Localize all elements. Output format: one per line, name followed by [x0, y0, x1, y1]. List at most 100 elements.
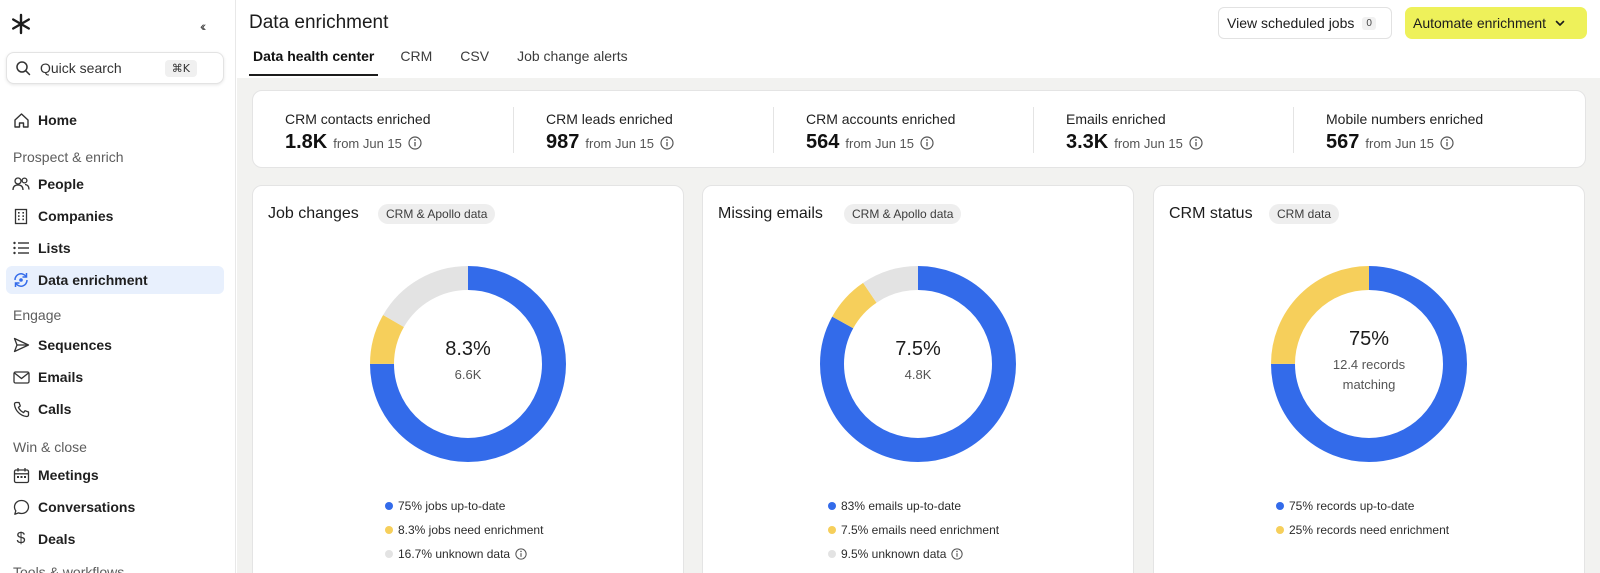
missing-emails-card: Missing emails CRM & Apollo data 7.5% 4.…	[702, 185, 1134, 573]
quick-search[interactable]: Quick search ⌘K	[6, 52, 224, 84]
sidebar-item-label: Conversations	[38, 499, 136, 515]
stat-title: CRM leads enriched	[546, 111, 673, 127]
sidebar-item-label: Calls	[38, 401, 72, 417]
legend-label: 25% records need enrichment	[1289, 523, 1450, 537]
stat-emails: Emails enriched 3.3K from Jun 15	[1033, 107, 1293, 153]
section-label-prospect: Prospect & enrich	[13, 149, 124, 165]
stat-from: from Jun 15	[1365, 136, 1435, 151]
send-icon	[13, 337, 29, 353]
apollo-logo-icon[interactable]	[10, 13, 32, 35]
sidebar-item-label: Companies	[38, 208, 114, 224]
tab-job-change-alerts[interactable]: Job change alerts	[517, 48, 628, 64]
legend-dot	[385, 526, 393, 534]
stats-bar: CRM contacts enriched 1.8K from Jun 15 C…	[252, 90, 1586, 168]
view-scheduled-jobs-label: View scheduled jobs	[1227, 15, 1355, 31]
sidebar-item-home[interactable]: Home	[6, 106, 224, 134]
stat-title: CRM accounts enriched	[806, 111, 956, 127]
legend-label: 9.5% unknown data	[841, 547, 947, 561]
tab-crm[interactable]: CRM	[400, 48, 433, 64]
donut-center-percent: 8.3%	[445, 338, 491, 360]
donut-center-percent: 75%	[1348, 328, 1390, 350]
sidebar-item-conversations[interactable]: Conversations	[6, 493, 224, 521]
sidebar-item-companies[interactable]: Companies	[6, 202, 224, 230]
legend-item-need-enrichment: 8.3% jobs need enrichment	[385, 518, 543, 542]
legend-dot	[1276, 502, 1284, 510]
legend-item-up-to-date: 75% records up-to-date	[1276, 494, 1449, 518]
sidebar-item-label: Sequences	[38, 337, 112, 353]
legend-dot	[828, 502, 836, 510]
stat-value: 3.3K	[1066, 131, 1109, 153]
sidebar-item-people[interactable]: People	[6, 170, 224, 198]
crm-status-donut-chart	[1271, 266, 1467, 462]
automate-enrichment-button[interactable]: Automate enrichment	[1405, 7, 1587, 39]
donut-center-percent: 7.5%	[895, 338, 941, 360]
sidebar-item-label: Data enrichment	[38, 272, 148, 288]
job-changes-card: Job changes CRM & Apollo data 8.3% 6.6K …	[252, 185, 684, 573]
stat-title: CRM contacts enriched	[285, 111, 431, 127]
section-label-engage: Engage	[13, 307, 62, 323]
sidebar-item-label: People	[38, 176, 84, 192]
donut-center: 75% 12.4 records matching	[1266, 328, 1472, 395]
legend-dot	[828, 550, 836, 558]
sidebar-item-deals[interactable]: $ Deals	[6, 525, 224, 553]
stat-crm-leads: CRM leads enriched 987 from Jun 15	[513, 107, 773, 153]
scheduled-jobs-count-badge: 0	[1362, 16, 1376, 30]
legend-label: 75% jobs up-to-date	[398, 499, 506, 513]
chart-legend: 83% emails up-to-date 7.5% emails need e…	[828, 494, 999, 566]
automate-enrichment-label: Automate enrichment	[1413, 15, 1547, 31]
card-source-badge: CRM & Apollo data	[844, 204, 962, 224]
legend-label: 83% emails up-to-date	[841, 499, 962, 513]
sidebar-item-calls[interactable]: Calls	[6, 395, 224, 423]
sidebar-item-data-enrichment[interactable]: Data enrichment	[6, 266, 224, 294]
donut-segment-unknown	[820, 266, 1016, 462]
card-source-badge: CRM & Apollo data	[378, 204, 496, 224]
info-icon[interactable]	[1189, 135, 1203, 150]
stat-value: 567	[1326, 131, 1360, 153]
card-title: CRM status	[1169, 205, 1253, 222]
stat-title: Emails enriched	[1066, 111, 1166, 127]
job-changes-donut-chart	[370, 266, 566, 462]
info-icon[interactable]	[408, 135, 422, 150]
stat-value: 564	[806, 131, 840, 153]
view-scheduled-jobs-button[interactable]: View scheduled jobs 0	[1218, 7, 1392, 39]
donut-segment-need-enrichment	[1271, 266, 1467, 462]
sidebar-item-emails[interactable]: Emails	[6, 363, 224, 391]
sidebar-item-sequences[interactable]: Sequences	[6, 331, 224, 359]
stat-title: Mobile numbers enriched	[1326, 111, 1484, 127]
donut-center-count: 4.8K	[904, 367, 932, 382]
info-icon[interactable]	[660, 135, 674, 150]
chevron-down-icon	[1555, 20, 1565, 26]
sidebar-item-label: Emails	[38, 369, 84, 385]
missing-emails-donut-chart	[820, 266, 1016, 462]
search-icon	[16, 61, 31, 76]
legend-item-need-enrichment: 25% records need enrichment	[1276, 518, 1449, 542]
info-icon[interactable]	[515, 548, 527, 560]
stat-value: 1.8K	[285, 131, 328, 153]
stat-from: from Jun 15	[585, 136, 655, 151]
card-title: Missing emails	[718, 205, 823, 222]
legend-item-need-enrichment: 7.5% emails need enrichment	[828, 518, 999, 542]
info-icon[interactable]	[1440, 135, 1454, 150]
tab-csv[interactable]: CSV	[460, 48, 490, 64]
dollar-icon: $	[16, 530, 26, 547]
sidebar-item-meetings[interactable]: Meetings	[6, 461, 224, 489]
building-icon	[14, 208, 28, 224]
stat-value: 987	[546, 131, 580, 153]
home-icon	[13, 112, 29, 128]
sidebar-item-lists[interactable]: Lists	[6, 234, 224, 262]
legend-label: 7.5% emails need enrichment	[841, 523, 1000, 537]
card-source-badge: CRM data	[1269, 204, 1340, 224]
section-label-tools: Tools & workflows	[13, 564, 125, 573]
donut-center: 7.5% 4.8K	[815, 338, 1021, 385]
card-title: Job changes	[268, 205, 359, 222]
tab-data-health-center[interactable]: Data health center	[249, 44, 379, 76]
info-icon[interactable]	[920, 135, 934, 150]
legend-dot	[828, 526, 836, 534]
info-icon[interactable]	[951, 548, 964, 560]
crm-status-card: CRM status CRM data 75% 12.4 records mat…	[1153, 185, 1585, 573]
legend-label: 75% records up-to-date	[1289, 499, 1415, 513]
collapse-sidebar-icon[interactable]: ‹‹	[200, 18, 207, 34]
donut-center-matching: matching	[1342, 377, 1396, 392]
donut-center-count: 6.6K	[454, 367, 482, 382]
stat-from: from Jun 15	[1114, 136, 1183, 151]
